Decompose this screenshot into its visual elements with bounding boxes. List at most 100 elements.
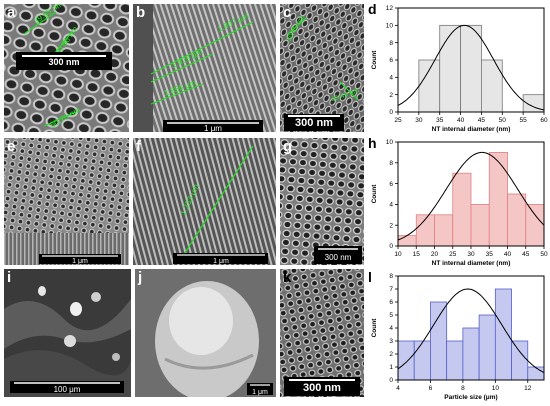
histogram-bar [470, 204, 490, 247]
x-tick-label: 20 [431, 251, 439, 258]
panel-label: h [368, 135, 377, 151]
scale-bar-label: 300 nm [325, 253, 352, 262]
histogram-bar [413, 340, 431, 381]
y-tick-label: 0 [389, 377, 393, 384]
nanotube-array-image: 1 μm [4, 138, 129, 265]
x-tick-label: 50 [499, 117, 507, 124]
y-tick-label: 3 [389, 338, 393, 345]
nanotube-side-view-image: 30.45 nm 45.49 nm [280, 4, 364, 132]
y-tick-label: 5 [389, 312, 393, 319]
y-tick-label: 6 [389, 57, 393, 64]
x-tick-label: 25 [394, 117, 402, 124]
particle-surface-image: 100 μm [4, 269, 131, 397]
panel-g-micrograph: 300 nm g [280, 138, 364, 265]
x-tick-label: 10 [394, 251, 402, 258]
panel-label: i [7, 269, 12, 286]
y-tick-label: 8 [389, 160, 393, 167]
scale-bar-label: 1 μm [252, 389, 268, 396]
histogram-l: 4 6 8 10 12 0 1 2 3 4 5 6 7 8 Particle size (μm) Count l [366, 268, 550, 401]
panel-i-micrograph: 100 μm i [4, 269, 131, 397]
panel-label: e [7, 138, 16, 155]
scale-bar-label: 1 μm [72, 258, 88, 265]
histogram-bar [525, 204, 545, 247]
panel-label: b [136, 4, 146, 21]
normal-fit-curve [397, 24, 545, 111]
panel-b-micrograph: 1.807 μm 1.829 μm 1.856 μm 1 μm b [133, 4, 276, 132]
histogram-bar [462, 327, 480, 381]
x-tick-label: 40 [504, 251, 512, 258]
histogram-h-svg: 10 15 20 25 30 35 40 45 50 0 2 4 6 8 10 NT internal dia… [368, 135, 548, 267]
x-tick-label: 12 [524, 385, 532, 392]
scale-bar: 300 nm [284, 377, 360, 396]
histogram-bar [397, 340, 415, 381]
particle-pore-image [280, 269, 364, 397]
scale-bar: 300 nm [16, 52, 112, 70]
histogram-bar [527, 366, 545, 381]
y-tick-label: 4 [389, 202, 393, 209]
y-axis-label: Count [371, 50, 378, 70]
x-tick-label: 4 [396, 385, 400, 392]
histogram-bar [446, 340, 464, 381]
scale-bar-label: 300 nm [295, 117, 333, 129]
y-tick-label: 0 [389, 243, 393, 250]
x-tick-label: 45 [478, 117, 486, 124]
scale-bar-label: 1 μm [213, 258, 229, 265]
panel-label: j [138, 269, 143, 286]
y-tick-label: 8 [389, 40, 393, 47]
panel-j-micrograph: 1 μm j [135, 269, 276, 397]
panel-f-micrograph: 1.233 μm 1 μm f [133, 138, 276, 265]
x-tick-label: 50 [540, 251, 548, 258]
panel-label: l [368, 269, 372, 285]
panel-k-micrograph: k 300 nm [280, 269, 364, 397]
y-tick-label: 2 [389, 351, 393, 358]
panel-label: f [136, 138, 141, 155]
scale-bar-label: 300 nm [48, 57, 80, 67]
y-tick-label: 10 [386, 23, 394, 30]
y-tick-label: 0 [389, 109, 393, 116]
y-tick-label: 4 [389, 325, 393, 332]
y-axis-label: Count [371, 184, 378, 204]
nanotube-cross-section-image: 1.807 μm 1.829 μm 1.856 μm 1 μm [133, 4, 276, 132]
histogram-h: 10 15 20 25 30 35 40 45 50 0 2 4 6 8 10 NT internal dia… [366, 134, 550, 267]
y-tick-label: 7 [389, 286, 393, 293]
panel-label: a [7, 4, 16, 21]
x-tick-label: 45 [522, 251, 530, 258]
y-tick-label: 2 [389, 92, 393, 99]
x-tick-label: 30 [467, 251, 475, 258]
histogram-bar [397, 235, 417, 247]
x-tick-label: 55 [520, 117, 528, 124]
scale-bar: 300 nm [284, 114, 344, 131]
nanotube-cross-section-image: 1.233 μm 1 μm [133, 138, 276, 265]
x-tick-label: 6 [429, 385, 433, 392]
panel-c-micrograph: 30.45 nm 45.49 nm c 300 nm [280, 4, 364, 132]
panel-label: d [368, 1, 377, 17]
histogram-bar [478, 314, 496, 381]
histogram-bar [434, 214, 454, 247]
x-tick-label: 60 [540, 117, 548, 124]
x-tick-label: 25 [449, 251, 457, 258]
histogram-bar [452, 172, 472, 247]
x-tick-label: 15 [413, 251, 421, 258]
panel-label: g [283, 138, 293, 155]
y-tick-label: 1 [389, 364, 393, 371]
x-axis-label: NT internal diameter (nm) [432, 126, 511, 133]
y-tick-label: 6 [389, 181, 393, 188]
y-tick-label: 4 [389, 75, 393, 82]
histogram-bar [430, 301, 448, 381]
histogram-bar [460, 24, 482, 113]
x-tick-label: 30 [415, 117, 423, 124]
x-tick-label: 8 [461, 385, 465, 392]
histogram-bar [494, 288, 512, 381]
x-tick-label: 40 [457, 117, 465, 124]
scale-bar-label: 100 μm [54, 385, 81, 394]
x-tick-label: 10 [492, 385, 500, 392]
single-particle-image: 1 μm [135, 269, 276, 397]
y-tick-label: 2 [389, 222, 393, 229]
panel-label: k [283, 269, 292, 286]
y-tick-label: 8 [389, 273, 393, 280]
histogram-d-svg: 25 30 35 40 45 50 55 60 0 2 4 6 8 10 12 NT internal dia… [368, 1, 548, 133]
panel-e-micrograph: 1 μm e [4, 138, 129, 265]
scale-bar-label: 300 nm [303, 382, 341, 394]
x-tick-label: 35 [486, 251, 494, 258]
